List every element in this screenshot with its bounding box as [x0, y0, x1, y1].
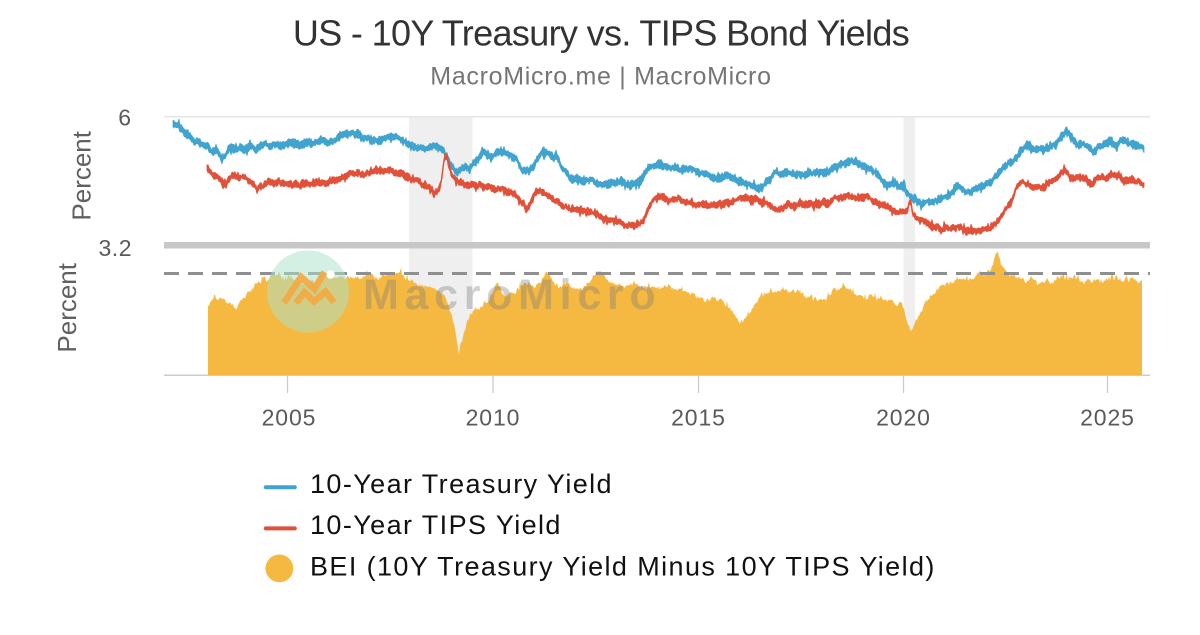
svg-text:Percent: Percent [67, 130, 97, 220]
svg-text:10-Year Treasury Yield: 10-Year Treasury Yield [310, 469, 613, 499]
svg-text:BEI (10Y Treasury Yield Minus: BEI (10Y Treasury Yield Minus 10Y TIPS Y… [310, 551, 936, 581]
svg-text:10-Year TIPS Yield: 10-Year TIPS Yield [310, 510, 562, 540]
svg-text:MacroMicro: MacroMicro [363, 271, 661, 319]
svg-text:2020: 2020 [876, 405, 931, 431]
svg-text:6: 6 [118, 105, 131, 131]
svg-text:MacroMicro.me | MacroMicro: MacroMicro.me | MacroMicro [430, 62, 771, 90]
svg-text:3.2: 3.2 [99, 235, 132, 261]
svg-text:US - 10Y Treasury vs. TIPS Bon: US - 10Y Treasury vs. TIPS Bond Yields [293, 13, 909, 54]
svg-text:2025: 2025 [1080, 405, 1135, 431]
svg-text:2015: 2015 [671, 405, 726, 431]
svg-text:2005: 2005 [262, 405, 317, 431]
svg-text:Percent: Percent [52, 262, 82, 352]
svg-text:2010: 2010 [466, 405, 521, 431]
